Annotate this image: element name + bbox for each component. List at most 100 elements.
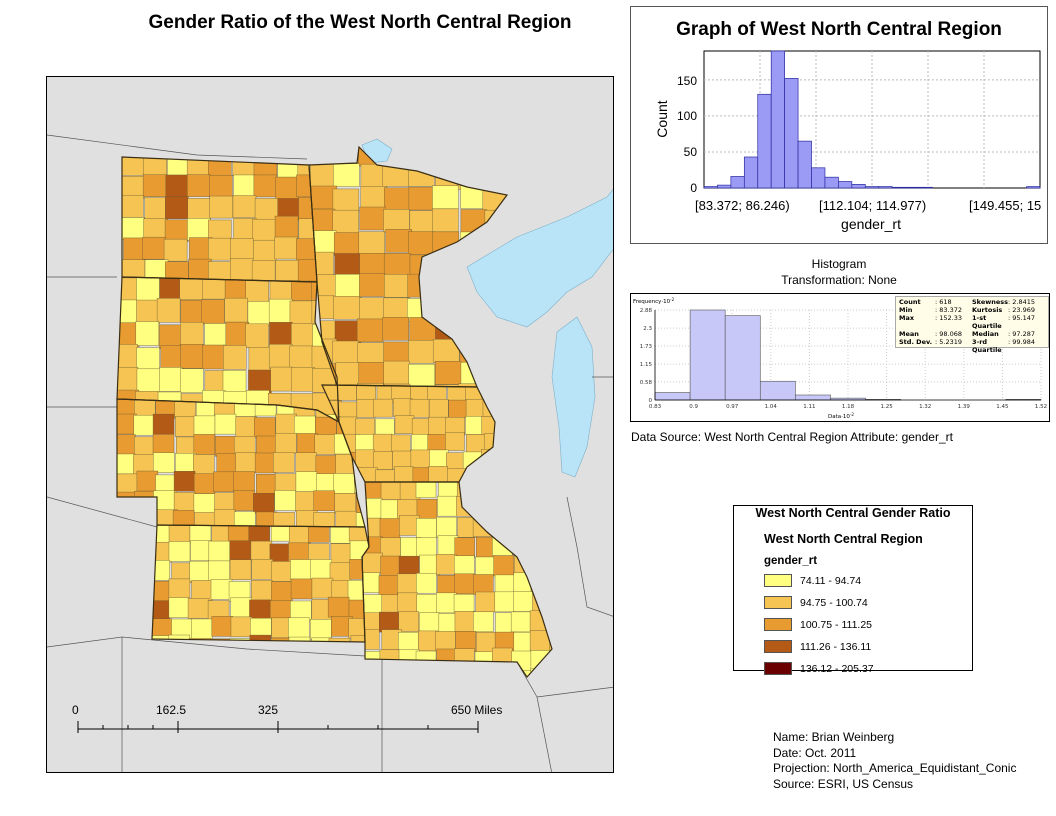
statistic-value: : 98.068 [935,330,962,338]
scale-bar: 0 162.5 325 650 Miles [70,703,530,743]
map-legend: West North Central Gender Ratio West Nor… [733,505,973,675]
histogram2-ytick: 2.88 [640,308,653,314]
statistic-name: 3-rd Quartile [972,338,1002,354]
histogram-xlabel: gender_rt [841,216,901,232]
legend-item: 136.12 - 205.37 [764,661,874,676]
histogram2-title: Histogram [811,257,867,271]
credit-source: Source: ESRI, US Census [773,776,914,791]
statistic-value: : 2.8415 [1008,298,1035,306]
histogram-bar [717,184,732,189]
histogram2-ytick: 0.58 [640,380,653,386]
histogram-xtick-1: [83.372; 86.246) [695,198,790,213]
lake-michigan [551,316,596,478]
histogram-ylabel: Count [654,100,670,137]
statistic-value: : 99.984 [1008,338,1035,346]
histogram2-xtick: 1.39 [958,404,971,410]
legend-swatch [764,640,792,653]
histogram-bar [811,167,826,189]
statistic-value: : 618 [935,298,952,306]
legend-item: 100.75 - 111.25 [764,617,872,632]
legend-item: 94.75 - 100.74 [764,595,868,610]
histogram-bar [878,186,893,189]
map-frame[interactable] [46,76,614,773]
statistics-row: Count: 618 Skewness: 2.8415 [899,298,1045,306]
scale-label-0: 0 [72,703,79,717]
histogram-chart: Count 0 50 100 150 [83.372; 86.246) [112… [654,50,1041,232]
histogram-ytick-0: 0 [690,181,697,195]
lake-superior [466,189,613,328]
legend-field-name: gender_rt [764,555,818,567]
legend-item: 111.26 - 136.11 [764,639,871,654]
histogram2-xtick: 1.25 [880,404,893,410]
histogram-panel: Graph of West North Central Region Count… [630,6,1048,244]
histogram-bar [730,176,745,189]
histogram-bar [703,186,718,189]
legend-layer-name: West North Central Region [764,532,923,546]
histogram2-ytick: 0 [649,398,653,404]
histogram2-xtick: 1.11 [803,404,815,410]
iowa-border [321,384,496,483]
statistics-row: Std. Dev.: 5.2319 3-rd Quartile: 99.984 [899,338,1045,354]
histogram2-bar [654,392,691,401]
legend-swatch [764,596,792,609]
map-title: Gender Ratio of the West North Central R… [148,12,572,33]
histogram2-bar [795,394,831,401]
statistic-name: Count [899,298,921,306]
legend-swatch [764,574,792,587]
histogram2-ytick: 1.73 [640,344,653,350]
histogram-bar [864,186,880,189]
histogram2-xtick: 1.32 [919,404,931,410]
legend-label: 111.26 - 136.11 [800,640,872,653]
histogram2-ytick: 1.15 [640,362,653,368]
histogram-bar [770,50,785,189]
histogram-bar [784,78,799,189]
histogram-bar [918,186,933,189]
nebraska-border [116,398,366,528]
histogram-bar [1026,186,1041,189]
histogram-bar [851,184,866,189]
credit-projection: Projection: North_America_Equidistant_Co… [773,761,1017,775]
statistic-name: 1-st Quartile [972,314,1002,330]
legend-title: West North Central Gender Ratio [755,506,951,520]
legend-swatch [764,618,792,631]
statistic-name: Kurtosis [972,306,1003,314]
credit-date: Date: Oct. 2011 [773,745,857,760]
histogram-bar [743,156,759,189]
statistics-row: Max: 152.33 1-st Quartile: 95.147 [899,314,1045,330]
statistic-value: : 83.372 [935,306,962,314]
legend-item: 74.11 - 94.74 [764,573,861,588]
histogram2-xtick: 0.97 [726,404,739,410]
scale-bar-line [77,721,479,733]
histogram2-xtick: 1.18 [842,404,855,410]
statistic-value: : 152.33 [935,314,962,322]
statistic-name: Median [972,330,999,338]
histogram2-xtick: 1.45 [996,404,1009,410]
statistic-name: Std. Dev. [899,338,933,346]
missouri-border [361,481,553,678]
scale-label-325: 325 [258,703,279,717]
statistic-name: Mean [899,330,919,338]
legend-label: 74.11 - 94.74 [800,574,862,587]
histogram2-xtick: 0.9 [689,404,698,410]
histogram-title: Graph of West North Central Region [676,19,1002,40]
legend-label: 94.75 - 100.74 [800,596,868,609]
legend-label: 100.75 - 111.25 [800,618,873,631]
histogram2-bar [689,309,726,401]
histogram-ytick-100: 100 [677,109,697,123]
statistics-box: Count: 618 Skewness: 2.8415 Min: 83.372 Kur… [895,296,1049,354]
county-layer [117,147,552,677]
scale-label-162: 162.5 [156,703,187,717]
histogram-ytick-150: 150 [677,74,697,88]
histogram2-xtick: 0.83 [649,404,662,410]
histogram-bar [905,186,920,189]
histogram2-subtitle: Transformation: None [781,273,897,287]
histogram2-ylabel: Frequency·10-2 [633,297,675,305]
choropleth-map [47,134,613,772]
statistic-value: : 95.147 [1008,314,1035,322]
histogram-bar [891,186,906,189]
legend-label: 136.12 - 205.37 [800,662,874,675]
map-credits: Name: Brian Weinberg Date: Oct. 2011 Pro… [773,730,1016,792]
neighbor-borders [47,134,613,772]
statistic-name: Min [899,306,913,314]
histogram2-bar [759,380,796,401]
